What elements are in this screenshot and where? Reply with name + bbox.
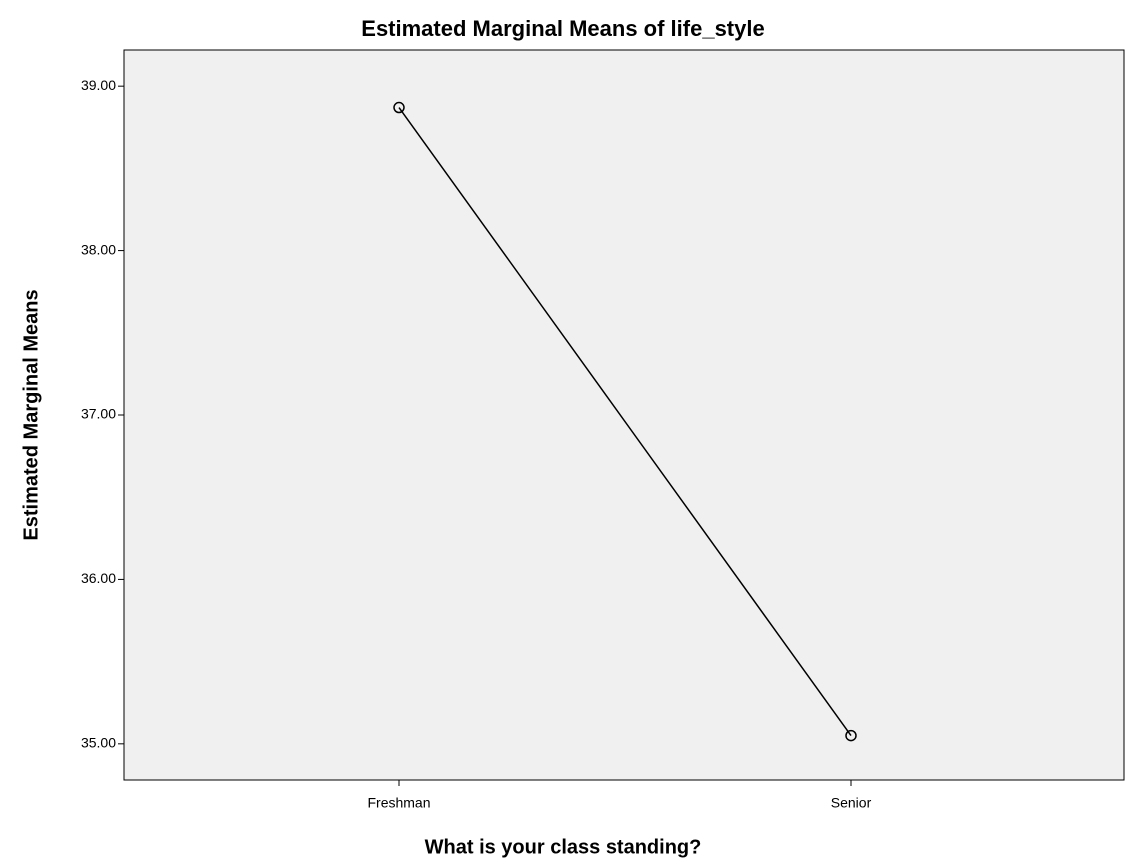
point <box>393 101 405 114</box>
y-tick-label: 37.00 <box>81 406 116 422</box>
plot-area <box>123 49 1125 781</box>
y-tick-label: 36.00 <box>81 570 116 586</box>
y-tick-label: 38.00 <box>81 241 116 257</box>
y-tick-label: 39.00 <box>81 77 116 93</box>
y-tick-label: 35.00 <box>81 735 116 751</box>
y-axis-title: Estimated Marginal Means <box>20 289 42 540</box>
point <box>845 729 857 742</box>
chart-title: Estimated Marginal Means of life_style <box>361 16 764 41</box>
x-tick-label: Senior <box>831 795 872 811</box>
line <box>398 107 852 737</box>
x-axis-title: What is your class standing? <box>425 836 702 858</box>
x-tick-label: Freshman <box>367 795 430 811</box>
